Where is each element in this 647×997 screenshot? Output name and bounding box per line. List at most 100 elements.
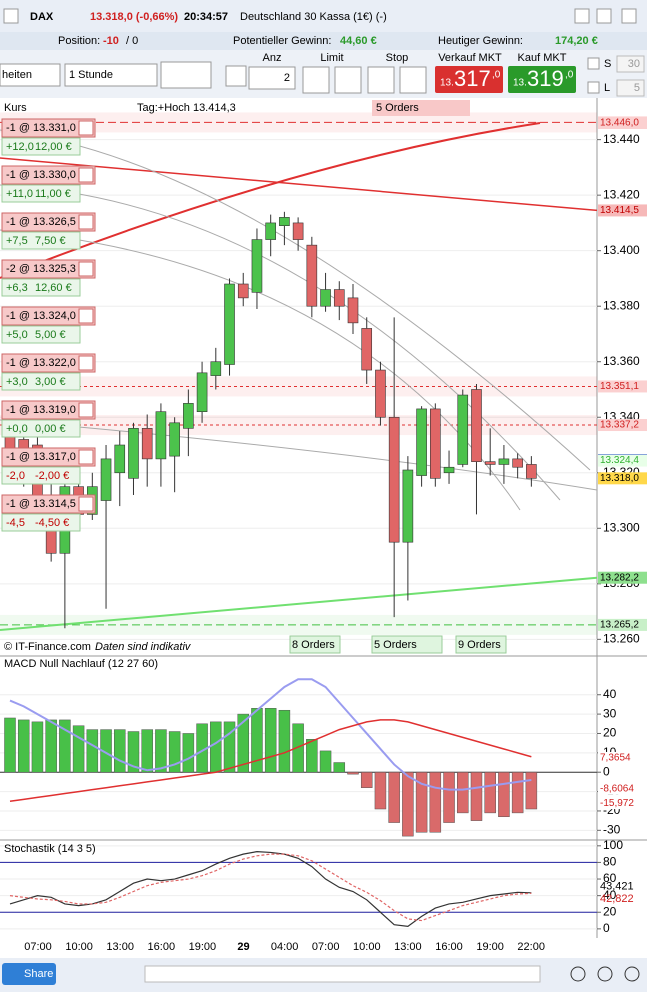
order-points: -2,0	[6, 470, 25, 482]
level-band	[0, 112, 597, 133]
order-label: -1 @ 13.330,0	[6, 169, 76, 181]
histogram-bar	[264, 708, 277, 773]
histogram-bar	[251, 708, 263, 773]
chart-icon[interactable]	[3, 8, 19, 24]
order-box	[1, 212, 96, 232]
l-checkbox[interactable]	[587, 81, 600, 94]
x-tick-label: 16:00	[148, 941, 176, 953]
zoom-button[interactable]	[570, 966, 586, 982]
y-tick-label: 0	[603, 921, 610, 935]
s-checkbox[interactable]	[587, 57, 600, 70]
order-label: -1 @ 13.314,5	[6, 498, 76, 510]
order-points: +5,0	[6, 329, 28, 341]
signal-line	[9, 719, 532, 803]
instrument: Deutschland 30 Kassa (1€) (-)	[240, 11, 387, 23]
limit-button[interactable]	[302, 66, 330, 94]
stop-button[interactable]	[399, 66, 427, 94]
candle-body	[292, 222, 304, 240]
orders-badge[interactable]	[371, 635, 443, 654]
stop-button[interactable]	[367, 66, 395, 94]
candle-body	[484, 461, 496, 465]
order-points: +6,3	[6, 282, 28, 294]
orders-badge[interactable]	[289, 635, 341, 654]
candle-body	[251, 239, 263, 293]
y-tick-label: 13.420	[603, 187, 640, 201]
histogram-bar	[141, 729, 153, 773]
position-rest: / 0	[126, 35, 138, 47]
window-button[interactable]	[596, 8, 612, 24]
x-tick-label: 10:00	[353, 941, 381, 953]
price-tag	[598, 454, 647, 467]
orders-badge[interactable]	[372, 100, 470, 116]
candle-body	[526, 464, 537, 479]
qty: 2	[284, 72, 290, 84]
close-order	[78, 355, 94, 371]
close-order	[78, 214, 94, 230]
y-tick-label: 13.380	[603, 298, 640, 312]
limit-label: Limit	[320, 52, 343, 64]
histogram-bar	[457, 771, 469, 814]
order-box	[1, 165, 96, 185]
l-label: L	[604, 82, 610, 94]
order-box	[1, 447, 96, 467]
candle-body	[512, 458, 523, 468]
window-button[interactable]	[574, 8, 590, 24]
title-bar	[0, 0, 647, 32]
order-amount: -4,50 €	[35, 517, 69, 529]
zoom-button[interactable]	[624, 966, 640, 982]
channel-curve	[0, 184, 561, 501]
units-dropdown[interactable]	[0, 63, 61, 87]
stop-label: Stop	[386, 52, 409, 64]
chart-type-button[interactable]	[160, 61, 212, 89]
candle-body	[375, 369, 386, 418]
sell-big: 317	[454, 66, 491, 91]
x-tick-label: 22:00	[517, 941, 545, 953]
y-tick-label: 100	[603, 838, 623, 852]
histogram-bar	[306, 739, 318, 773]
overlays: Kurs Tag:+Hoch 13.414,3 5 Orders © IT-Fi…	[1, 100, 507, 855]
candle-body	[210, 361, 222, 376]
interval-dropdown[interactable]	[64, 63, 158, 87]
s-value: 30	[628, 58, 640, 70]
window-button[interactable]	[621, 8, 637, 24]
macd-title: MACD Null Nachlauf (12 27 60)	[4, 658, 158, 670]
order-box	[1, 118, 96, 138]
candle-body	[128, 428, 139, 479]
candle-body	[402, 469, 414, 543]
zoom-button[interactable]	[597, 966, 613, 982]
order-pl-box	[1, 231, 81, 250]
price-info: Tag:+Hoch 13.414,3	[137, 102, 236, 114]
l-input[interactable]	[616, 79, 645, 97]
histogram-bar	[31, 721, 44, 773]
potential: 44,60 €	[340, 35, 377, 47]
order-amount: 7,50 €	[35, 235, 66, 247]
y-tick-label: 13.400	[603, 243, 640, 257]
sell-small: 13.	[440, 78, 454, 89]
histogram-bar	[155, 729, 167, 773]
buy-button[interactable]	[508, 66, 576, 93]
order-pl-box	[1, 137, 81, 156]
sell-button[interactable]	[435, 66, 503, 93]
histogram-bar	[114, 729, 126, 773]
qty-input[interactable]	[248, 66, 296, 90]
order-amount: 12,60 €	[35, 282, 72, 294]
candle-body	[416, 408, 427, 476]
price-tag-label: 13.318,0	[600, 473, 639, 484]
candle-body	[100, 458, 112, 501]
s-input[interactable]	[616, 55, 645, 73]
candle-body	[498, 458, 510, 465]
limit-button[interactable]	[334, 66, 362, 94]
channel-curve	[0, 419, 598, 491]
candle-body	[333, 289, 345, 307]
tools-button[interactable]	[225, 65, 247, 87]
candle-body	[430, 408, 441, 479]
scrollbar[interactable]	[144, 965, 541, 983]
histogram-bar	[210, 721, 222, 773]
share-button[interactable]	[2, 963, 56, 985]
order-pl-box	[1, 466, 81, 485]
histogram-bar	[347, 771, 359, 775]
orders-badge[interactable]	[455, 635, 507, 654]
x-tick-label: 13:00	[394, 941, 422, 953]
order-points: +7,5	[6, 235, 28, 247]
price-tag	[598, 571, 647, 584]
